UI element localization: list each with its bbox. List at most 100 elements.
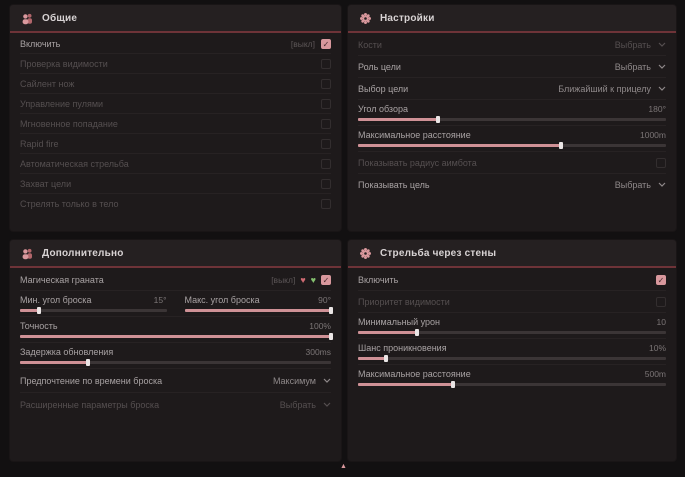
slider-value: 1000m xyxy=(640,130,666,140)
row-throw-angles: Мин. угол броска 15° Макс. угол броска 9… xyxy=(20,291,333,317)
row-label: Максимальное расстояние xyxy=(358,130,471,140)
row-label: Приоритет видимости xyxy=(358,296,450,307)
slider-thumb[interactable] xyxy=(414,329,419,336)
row-label: Показывать цель xyxy=(358,179,430,190)
slider-thumb[interactable] xyxy=(383,355,388,362)
row-target-role: Роль цели Выбрать xyxy=(358,56,666,78)
row-label: Захват цели xyxy=(20,178,72,189)
magic-grenade-checkbox[interactable]: ✓ xyxy=(321,274,331,285)
slider-thumb[interactable] xyxy=(436,116,441,123)
target-select-dropdown[interactable]: Ближайший к прицелу xyxy=(558,84,666,94)
slider-value: 10 xyxy=(656,317,666,327)
rapid-fire-checkbox[interactable] xyxy=(321,138,331,149)
visibility-check-checkbox[interactable] xyxy=(321,58,331,69)
min-damage-slider[interactable] xyxy=(358,329,666,336)
row-advanced-throw: Расширенные параметры броска Выбрать xyxy=(20,393,331,416)
body-only-checkbox[interactable] xyxy=(321,198,331,209)
panel-general: Общие Включить [выкл] ✓ Проверка видимос… xyxy=(10,5,341,231)
row-visibility-priority: Приоритет видимости xyxy=(358,291,666,313)
row-label: Мгновенное попадание xyxy=(20,118,118,129)
row-label: Проверка видимости xyxy=(20,58,108,69)
advanced-throw-dropdown[interactable]: Выбрать xyxy=(280,400,331,410)
row-label: Магическая граната xyxy=(20,274,104,285)
row-label: Минимальный урон xyxy=(358,317,441,327)
row-bullet-control: Управление пулями xyxy=(20,94,331,114)
row-show-radius: Показывать радиус аимбота xyxy=(358,152,666,174)
row-target-select: Выбор цели Ближайший к прицелу xyxy=(358,78,666,100)
green-heart-icon[interactable]: ♥ xyxy=(310,274,316,285)
slider-thumb[interactable] xyxy=(329,307,333,314)
show-radius-checkbox[interactable] xyxy=(656,157,666,168)
instant-hit-checkbox[interactable] xyxy=(321,118,331,129)
min-angle-block: Мин. угол броска 15° xyxy=(20,294,167,314)
row-label: Кости xyxy=(358,39,382,50)
slider-value: 500m xyxy=(644,369,666,379)
row-bones: Кости Выбрать xyxy=(358,34,666,56)
row-enable: Включить [выкл] ✓ xyxy=(20,34,331,54)
people-icon xyxy=(22,13,32,24)
row-magic-grenade: Магическая граната [выкл] ♥ ♥ ✓ xyxy=(20,269,331,291)
row-label: Мин. угол броска xyxy=(20,295,92,305)
auto-shoot-checkbox[interactable] xyxy=(321,158,331,169)
chevron-down-icon xyxy=(658,86,666,91)
row-throw-time-pref: Предпочтение по времени броска Максимум xyxy=(20,369,331,393)
panel-wallshoot: Стрельба через стены Включить ✓ Приорите… xyxy=(348,240,676,461)
row-wallshoot-enable: Включить ✓ xyxy=(358,269,666,291)
chevron-down-icon xyxy=(323,402,331,407)
panel-title: Стрельба через стены xyxy=(380,247,497,259)
fov-slider[interactable] xyxy=(358,116,666,123)
slider-value: 300ms xyxy=(305,347,331,357)
target-role-dropdown[interactable]: Выбрать xyxy=(615,62,666,72)
row-silent-knife: Сайлент нож xyxy=(20,74,331,94)
row-label: Автоматическая стрельба xyxy=(20,158,129,169)
target-lock-checkbox[interactable] xyxy=(321,178,331,189)
accuracy-slider[interactable] xyxy=(20,333,333,340)
row-label: Шанс проникновения xyxy=(358,343,447,353)
keybind-state: [выкл] xyxy=(271,274,296,285)
slider-thumb[interactable] xyxy=(559,142,564,149)
bullet-control-checkbox[interactable] xyxy=(321,98,331,109)
max-distance-slider[interactable] xyxy=(358,142,666,149)
row-auto-shoot: Автоматическая стрельба xyxy=(20,154,331,174)
panel-title: Общие xyxy=(42,12,78,24)
panel-general-header: Общие xyxy=(10,5,341,33)
slider-value: 10% xyxy=(648,343,666,353)
chevron-down-icon xyxy=(658,182,666,187)
broken-heart-icon[interactable]: ♥ xyxy=(300,274,306,285)
max-angle-slider[interactable] xyxy=(184,307,333,314)
slider-thumb[interactable] xyxy=(86,359,91,366)
chevron-down-icon xyxy=(658,42,666,47)
row-label: Rapid fire xyxy=(20,138,59,149)
row-label: Показывать радиус аимбота xyxy=(358,157,477,168)
panel-title: Настройки xyxy=(380,12,435,24)
throw-time-pref-dropdown[interactable]: Максимум xyxy=(273,376,331,386)
slider-thumb[interactable] xyxy=(329,333,333,340)
gear-icon xyxy=(360,247,371,259)
gear-icon xyxy=(360,12,371,24)
show-target-dropdown[interactable]: Выбрать xyxy=(615,180,666,190)
min-angle-slider[interactable] xyxy=(20,307,167,314)
people-icon xyxy=(22,248,32,259)
row-label: Роль цели xyxy=(358,61,401,72)
visibility-priority-checkbox[interactable] xyxy=(656,296,666,307)
row-rapid-fire: Rapid fire xyxy=(20,134,331,154)
bones-dropdown[interactable]: Выбрать xyxy=(615,40,666,50)
slider-thumb[interactable] xyxy=(37,307,42,314)
row-label: Выбор цели xyxy=(358,83,409,94)
panel-settings: Настройки Кости Выбрать Роль цели Выбрат… xyxy=(348,5,676,231)
panel-additional: Дополнительно Магическая граната [выкл] … xyxy=(10,240,341,461)
silent-knife-checkbox[interactable] xyxy=(321,78,331,89)
enable-checkbox[interactable]: ✓ xyxy=(321,38,331,49)
update-delay-slider[interactable] xyxy=(20,359,331,366)
panel-wallshoot-header: Стрельба через стены xyxy=(348,240,676,268)
keybind-state: [выкл] xyxy=(290,38,315,49)
row-label: Максимальное расстояние xyxy=(358,369,471,379)
max-angle-block: Макс. угол броска 90° xyxy=(184,294,333,314)
row-show-target: Показывать цель Выбрать xyxy=(358,174,666,195)
row-label: Предпочтение по времени броска xyxy=(20,375,163,386)
slider-thumb[interactable] xyxy=(451,381,456,388)
wall-max-distance-slider[interactable] xyxy=(358,381,666,388)
wallshoot-enable-checkbox[interactable]: ✓ xyxy=(656,274,666,285)
penetration-chance-slider[interactable] xyxy=(358,355,666,362)
chevron-down-icon xyxy=(658,64,666,69)
